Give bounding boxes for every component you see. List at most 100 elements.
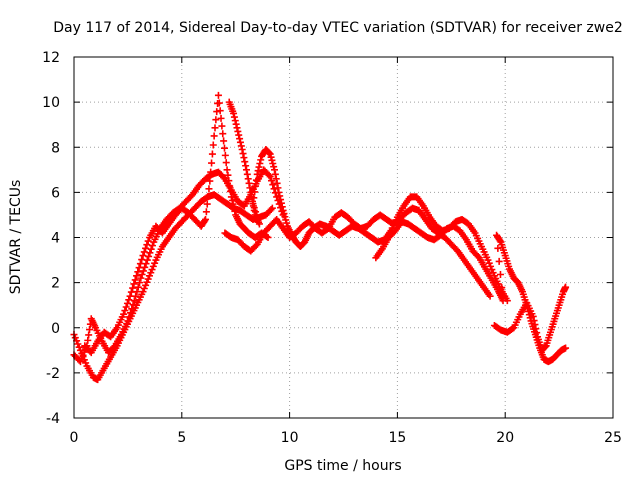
data-point-marker (145, 272, 153, 280)
data-point-marker (228, 196, 236, 204)
data-point-marker (487, 262, 495, 270)
data-point-marker (245, 179, 253, 187)
data-point-marker (140, 248, 148, 256)
series-satellite-track-3 (81, 91, 272, 357)
data-point-marker (212, 116, 220, 124)
data-point-marker (533, 329, 541, 337)
grid (74, 57, 613, 418)
data-point-marker (211, 124, 219, 132)
data-point-marker (215, 99, 223, 107)
data-point-marker (207, 168, 215, 176)
data-point-marker (209, 141, 217, 149)
data-point-marker (236, 135, 244, 143)
data-point-marker (233, 124, 241, 132)
data-point-marker (134, 268, 142, 276)
data-point-marker (219, 130, 227, 138)
data-point-marker (130, 280, 138, 288)
data-point-marker (234, 127, 242, 135)
data-point-marker (136, 260, 144, 268)
data-point-marker (79, 351, 87, 359)
x-tick-label: 15 (388, 430, 406, 446)
data-point-marker (147, 245, 155, 253)
data-point-marker (144, 275, 152, 283)
data-point-marker (227, 193, 235, 201)
data-point-marker (264, 234, 272, 241)
data-point-marker (255, 220, 263, 228)
data-point-marker (230, 204, 238, 212)
data-point-marker (251, 188, 259, 196)
data-point-marker (267, 177, 275, 185)
y-tick-label: 12 (42, 50, 60, 66)
data-point-marker (495, 257, 503, 265)
data-point-marker (236, 138, 244, 146)
data-point-marker (137, 274, 145, 282)
data-point-marker (232, 120, 240, 128)
data-point-marker (484, 256, 492, 264)
data-point-marker (142, 281, 150, 289)
x-tick-label: 25 (604, 430, 622, 446)
data-point-marker (498, 284, 506, 292)
data-point-marker (235, 131, 243, 139)
data-point-marker (147, 269, 155, 277)
data-point-marker (220, 137, 228, 145)
data-point-marker (139, 288, 147, 296)
data-point-marker (270, 163, 278, 171)
y-tick-label: 8 (51, 140, 60, 156)
data-points (70, 91, 570, 384)
data-point-marker (223, 166, 231, 174)
x-tick-label: 0 (70, 430, 79, 446)
data-point-marker (255, 163, 263, 171)
data-point-marker (489, 269, 497, 277)
data-point-marker (532, 325, 540, 333)
data-point-marker (270, 185, 278, 193)
data-point-marker (226, 182, 234, 190)
data-point-marker (240, 154, 248, 162)
data-point-marker (271, 170, 279, 178)
data-point-marker (562, 283, 570, 291)
data-point-marker (254, 216, 262, 224)
data-point-marker (281, 213, 289, 221)
series-satellite-track-6 (372, 218, 570, 366)
data-point-marker (202, 215, 210, 223)
data-point-marker (121, 307, 129, 315)
data-point-marker (122, 303, 130, 311)
data-point-marker (237, 142, 245, 150)
data-point-marker (562, 344, 570, 352)
data-point-marker (128, 305, 136, 313)
series-satellite-track-4 (225, 98, 511, 305)
data-point-marker (252, 208, 260, 216)
data-point-marker (268, 156, 276, 164)
data-point-marker (269, 159, 277, 167)
data-point-marker (241, 158, 249, 166)
data-point-marker (143, 241, 151, 249)
data-point-marker (277, 199, 285, 207)
data-point-marker (485, 259, 493, 267)
data-point-marker (80, 348, 88, 356)
data-point-marker (124, 317, 132, 325)
data-point-marker (267, 153, 275, 161)
data-point-marker (139, 267, 147, 275)
data-point-marker (230, 113, 238, 121)
data-point-marker (474, 252, 482, 260)
data-point-marker (148, 242, 156, 250)
data-point-marker (499, 297, 507, 305)
data-point-marker (217, 114, 225, 122)
data-point-marker (278, 203, 286, 211)
data-point-marker (129, 284, 137, 292)
data-point-marker (531, 321, 539, 329)
data-point-marker (267, 206, 275, 214)
data-point-marker (146, 249, 154, 257)
series-satellite-track-5 (221, 204, 494, 300)
data-point-marker (206, 177, 214, 185)
data-point-marker (252, 182, 260, 190)
data-point-marker (135, 264, 143, 272)
data-point-marker (142, 244, 150, 252)
data-point-marker (272, 175, 280, 183)
data-point-marker (254, 167, 262, 175)
data-point-marker (85, 331, 93, 339)
data-point-marker (202, 208, 210, 216)
data-point-marker (231, 207, 239, 215)
data-point-marker (208, 159, 216, 167)
chart-title: Day 117 of 2014, Sidereal Day-to-day VTE… (53, 20, 623, 36)
